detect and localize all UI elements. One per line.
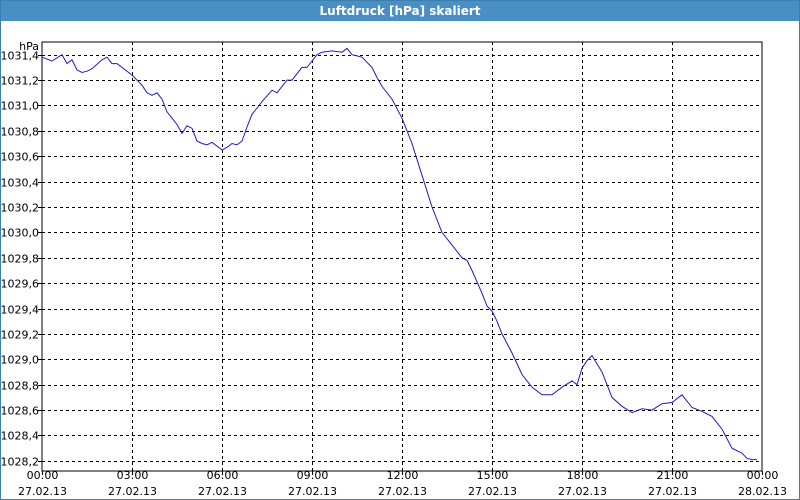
y-tick-label: 1028,2 bbox=[1, 456, 39, 469]
y-tick-label: 1028,4 bbox=[1, 430, 39, 443]
x-tick-date-label: 27.02.13 bbox=[558, 485, 607, 498]
plot-frame bbox=[41, 41, 763, 472]
y-tick-label: 1029,2 bbox=[1, 329, 39, 342]
y-tick-label: 1031,2 bbox=[1, 75, 39, 88]
x-tick-date-label: 27.02.13 bbox=[468, 485, 517, 498]
x-tick-date-label: 27.02.13 bbox=[378, 485, 427, 498]
y-tick-label: 1028,8 bbox=[1, 380, 39, 393]
x-tick-time-label: 21:00 bbox=[657, 469, 689, 482]
y-tick-label: 1030,2 bbox=[1, 202, 39, 215]
x-tick-time-label: 06:00 bbox=[207, 469, 239, 482]
y-tick-label: 1030,0 bbox=[1, 227, 39, 240]
x-tick-time-label: 18:00 bbox=[567, 469, 599, 482]
x-tick-time-label: 12:00 bbox=[387, 469, 419, 482]
y-tick-label: 1028,6 bbox=[1, 405, 39, 418]
x-tick-time-label: 09:00 bbox=[297, 469, 329, 482]
x-tick-date-label: 27.02.13 bbox=[198, 485, 247, 498]
x-tick-time-label: 00:00 bbox=[27, 469, 59, 482]
y-tick-label: 1029,8 bbox=[1, 253, 39, 266]
y-tick-label: 1029,0 bbox=[1, 354, 39, 367]
y-tick-label: 1031,0 bbox=[1, 100, 39, 113]
window-title: Luftdruck [hPa] skaliert bbox=[1, 1, 799, 21]
y-tick-label: 1030,8 bbox=[1, 126, 39, 139]
pressure-chart: 1028,2 1028,4 1028,6 1028,8 1029,0 1029,2 1029… bbox=[1, 40, 787, 498]
pressure-series-line bbox=[41, 47, 757, 461]
y-tick-label: 1030,4 bbox=[1, 177, 39, 190]
y-tick-label: 1031,4 bbox=[1, 50, 39, 63]
y-axis-unit-label: hPa bbox=[19, 40, 39, 53]
x-tick-time-label: 03:00 bbox=[117, 469, 149, 482]
x-tick-date-label: 27.02.13 bbox=[648, 485, 697, 498]
x-tick-date-label: 27.02.13 bbox=[18, 485, 67, 498]
x-tick-date-label: 28.02.13 bbox=[738, 485, 787, 498]
x-tick-date-label: 27.02.13 bbox=[288, 485, 337, 498]
x-tick-time-label: 00:00 bbox=[747, 469, 779, 482]
x-tick-time-label: 15:00 bbox=[477, 469, 509, 482]
y-tick-label: 1029,6 bbox=[1, 278, 39, 291]
y-tick-label: 1030,6 bbox=[1, 151, 39, 164]
x-tick-date-label: 27.02.13 bbox=[108, 485, 157, 498]
y-tick-label: 1029,4 bbox=[1, 304, 39, 317]
